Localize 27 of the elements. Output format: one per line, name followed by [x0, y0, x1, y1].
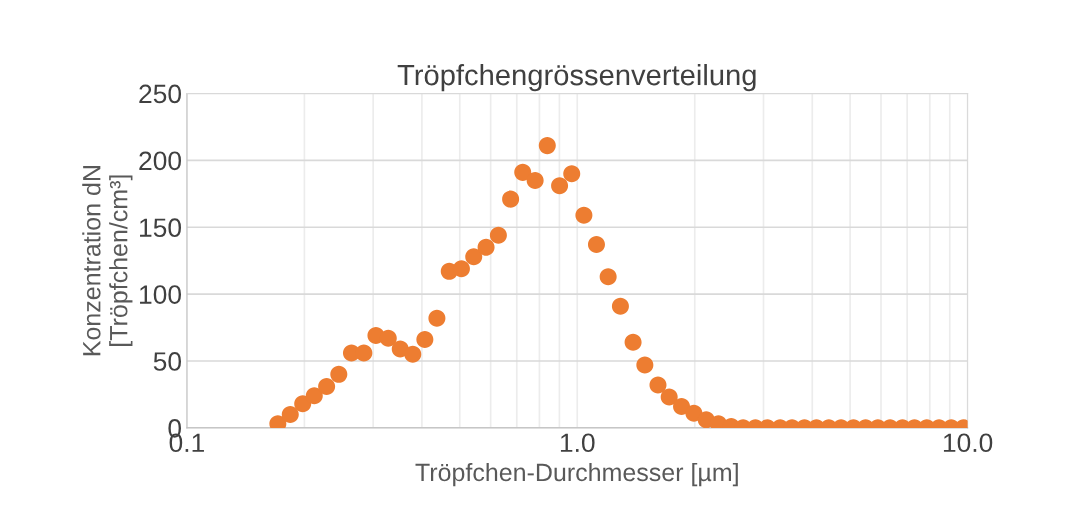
point: [452, 260, 470, 278]
point: [575, 206, 593, 224]
x-tick-label: 10.0: [943, 433, 993, 453]
point: [477, 238, 495, 256]
point: [514, 163, 532, 181]
point: [428, 309, 446, 327]
point: [599, 268, 617, 286]
point: [538, 137, 556, 155]
chart-title: Tröpfchengrössenverteilung: [397, 63, 756, 92]
y-tick-label: 50: [153, 352, 182, 371]
y-axis-title: Konzentration dN [Tröpfchen/cm³]: [82, 166, 133, 356]
y-tick-label: 150: [140, 218, 182, 238]
point: [379, 329, 397, 347]
point: [551, 177, 569, 195]
x-axis-title: Tröpfchen-Durchmesser [µm]: [415, 462, 738, 487]
point: [563, 165, 581, 183]
y-tick-label: 200: [139, 151, 182, 171]
point: [624, 333, 642, 351]
point: [502, 190, 520, 208]
point: [526, 171, 544, 189]
point: [611, 297, 629, 315]
point: [587, 236, 605, 254]
x-tick-label: 1.0: [560, 433, 595, 453]
point: [465, 248, 483, 266]
y-tick-label: 250: [139, 84, 182, 104]
y-tick-label: 100: [140, 285, 182, 304]
point: [489, 226, 507, 244]
